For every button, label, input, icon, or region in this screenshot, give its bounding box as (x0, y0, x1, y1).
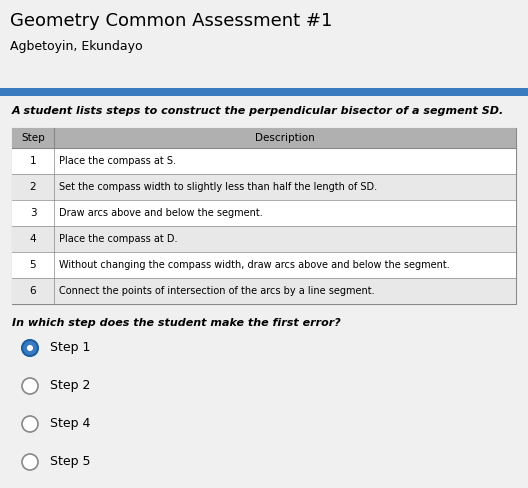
Text: 1: 1 (30, 156, 36, 166)
FancyBboxPatch shape (12, 252, 516, 278)
Text: Step 4: Step 4 (50, 418, 90, 430)
FancyBboxPatch shape (0, 88, 528, 96)
Text: 6: 6 (30, 286, 36, 296)
Text: Agbetoyin, Ekundayo: Agbetoyin, Ekundayo (10, 40, 143, 53)
Circle shape (27, 345, 33, 351)
Text: Step 5: Step 5 (50, 455, 90, 468)
Text: A student lists steps to construct the perpendicular bisector of a segment SD.: A student lists steps to construct the p… (12, 106, 504, 116)
FancyBboxPatch shape (12, 148, 516, 174)
Text: Place the compass at D.: Place the compass at D. (59, 234, 177, 244)
Text: Step 2: Step 2 (50, 380, 90, 392)
Text: Step 1: Step 1 (50, 342, 90, 354)
Circle shape (22, 378, 38, 394)
Text: Connect the points of intersection of the arcs by a line segment.: Connect the points of intersection of th… (59, 286, 375, 296)
Text: In which step does the student make the first error?: In which step does the student make the … (12, 318, 341, 328)
Text: Draw arcs above and below the segment.: Draw arcs above and below the segment. (59, 208, 263, 218)
Text: Geometry Common Assessment #1: Geometry Common Assessment #1 (10, 12, 332, 30)
Text: 4: 4 (30, 234, 36, 244)
Text: Description: Description (255, 133, 315, 143)
Text: Set the compass width to slightly less than half the length of SD.: Set the compass width to slightly less t… (59, 182, 377, 192)
Text: Step: Step (21, 133, 45, 143)
FancyBboxPatch shape (12, 174, 516, 200)
Text: 5: 5 (30, 260, 36, 270)
FancyBboxPatch shape (12, 226, 516, 252)
FancyBboxPatch shape (0, 96, 528, 488)
FancyBboxPatch shape (12, 278, 516, 304)
FancyBboxPatch shape (12, 200, 516, 226)
FancyBboxPatch shape (12, 128, 516, 304)
Text: Without changing the compass width, draw arcs above and below the segment.: Without changing the compass width, draw… (59, 260, 450, 270)
FancyBboxPatch shape (12, 128, 516, 148)
Text: 2: 2 (30, 182, 36, 192)
Circle shape (22, 454, 38, 470)
Circle shape (22, 340, 38, 356)
Text: Place the compass at S.: Place the compass at S. (59, 156, 176, 166)
FancyBboxPatch shape (0, 0, 528, 88)
Circle shape (22, 416, 38, 432)
Text: 3: 3 (30, 208, 36, 218)
